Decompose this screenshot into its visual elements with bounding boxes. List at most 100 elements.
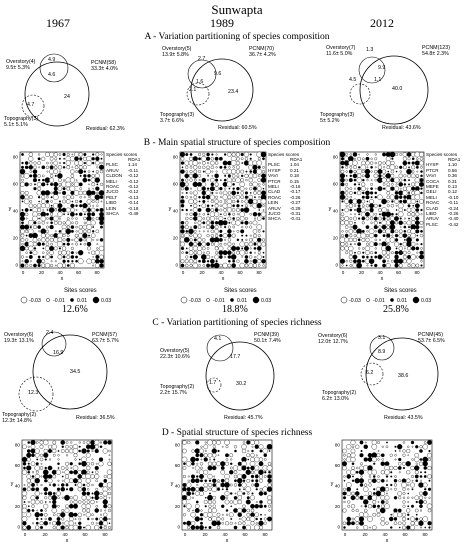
site-bubble [73,453,78,458]
site-bubble [44,517,47,521]
site-bubble [214,203,219,208]
species-name: VAVI [268,173,278,179]
site-bubble [233,445,238,449]
site-bubble [206,165,210,169]
legend-value: 0.03 [421,298,431,304]
site-bubble [256,160,262,166]
site-bubble [209,216,215,221]
site-bubble [422,516,429,522]
site-bubble [92,204,95,207]
site-bubble [96,183,99,186]
site-bubble [427,521,432,526]
site-bubble [199,474,204,479]
site-bubble [62,259,66,263]
site-bubble [36,484,39,486]
site-bubble [52,440,57,445]
site-bubble [231,169,237,175]
site-bubble [62,152,66,157]
site-bubble [86,237,92,243]
site-bubble [83,221,86,224]
site-bubble [386,191,390,195]
species-name: HYSP [426,162,439,168]
site-bubble [234,449,237,453]
site-bubble [185,170,188,173]
site-bubble [50,234,54,238]
site-bubble [195,457,199,462]
site-bubble [373,462,376,465]
site-bubble [57,241,63,248]
site-bubble [382,229,386,234]
site-bubble [236,174,240,178]
site-bubble [258,230,261,233]
site-bubble [77,512,82,517]
site-bubble [240,191,244,195]
site-bubble [68,478,74,484]
site-bubble [350,452,356,458]
site-bubble [244,191,249,195]
site-bubble [210,224,215,230]
site-bubble [230,505,233,508]
site-bubble [217,449,220,453]
site-bubble [227,152,232,157]
site-bubble [223,242,227,246]
site-bubble [77,478,82,483]
site-bubble [64,477,70,484]
site-bubble [237,499,242,505]
site-bubble [233,525,238,530]
site-bubble [32,237,38,243]
site-bubble [50,242,53,246]
site-bubble [196,484,199,486]
site-bubble [264,471,267,474]
site-bubble [389,237,396,243]
venn-value: 38.6 [398,373,409,379]
site-bubble [205,194,211,200]
site-bubble [342,521,347,525]
site-bubble [235,195,241,200]
site-bubble [386,195,390,199]
site-bubble [103,525,107,530]
site-bubble [356,190,362,196]
site-bubble [38,230,41,233]
site-bubble [64,508,70,513]
site-bubble [360,462,363,466]
site-bubble [419,157,424,161]
site-bubble [244,258,249,264]
site-bubble [360,186,366,192]
site-bubble [35,525,40,530]
site-bubble [180,169,185,174]
site-bubble [62,238,66,242]
site-bubble [220,478,225,483]
site-bubble [244,195,249,199]
site-bubble [90,220,96,226]
site-bubble [412,204,415,207]
site-bubble [394,216,399,221]
site-bubble [201,195,206,200]
y-tick-label: 60 [13,182,19,187]
site-bubble [208,487,212,491]
legend-value: 0.01 [77,298,87,304]
species-name: MELI [268,184,279,190]
site-bubble [200,445,203,448]
site-bubble [231,208,236,212]
site-bubble [24,190,29,195]
site-bubble [406,168,412,175]
site-bubble [244,157,249,161]
site-bubble [227,250,232,255]
site-bubble [346,453,351,458]
site-bubble [401,516,407,522]
site-bubble [382,216,386,221]
site-bubble [248,263,253,268]
site-bubble [399,226,402,228]
site-bubble [405,461,411,467]
site-bubble [378,213,381,216]
site-bubble [189,153,193,156]
site-bubble [369,191,374,195]
site-bubble [216,461,221,467]
site-bubble [341,230,344,233]
site-bubble [366,153,369,156]
site-bubble [26,474,32,479]
site-bubble [258,209,261,211]
site-bubble [245,524,252,531]
legend-marker [390,298,394,302]
site-bubble [410,173,416,179]
